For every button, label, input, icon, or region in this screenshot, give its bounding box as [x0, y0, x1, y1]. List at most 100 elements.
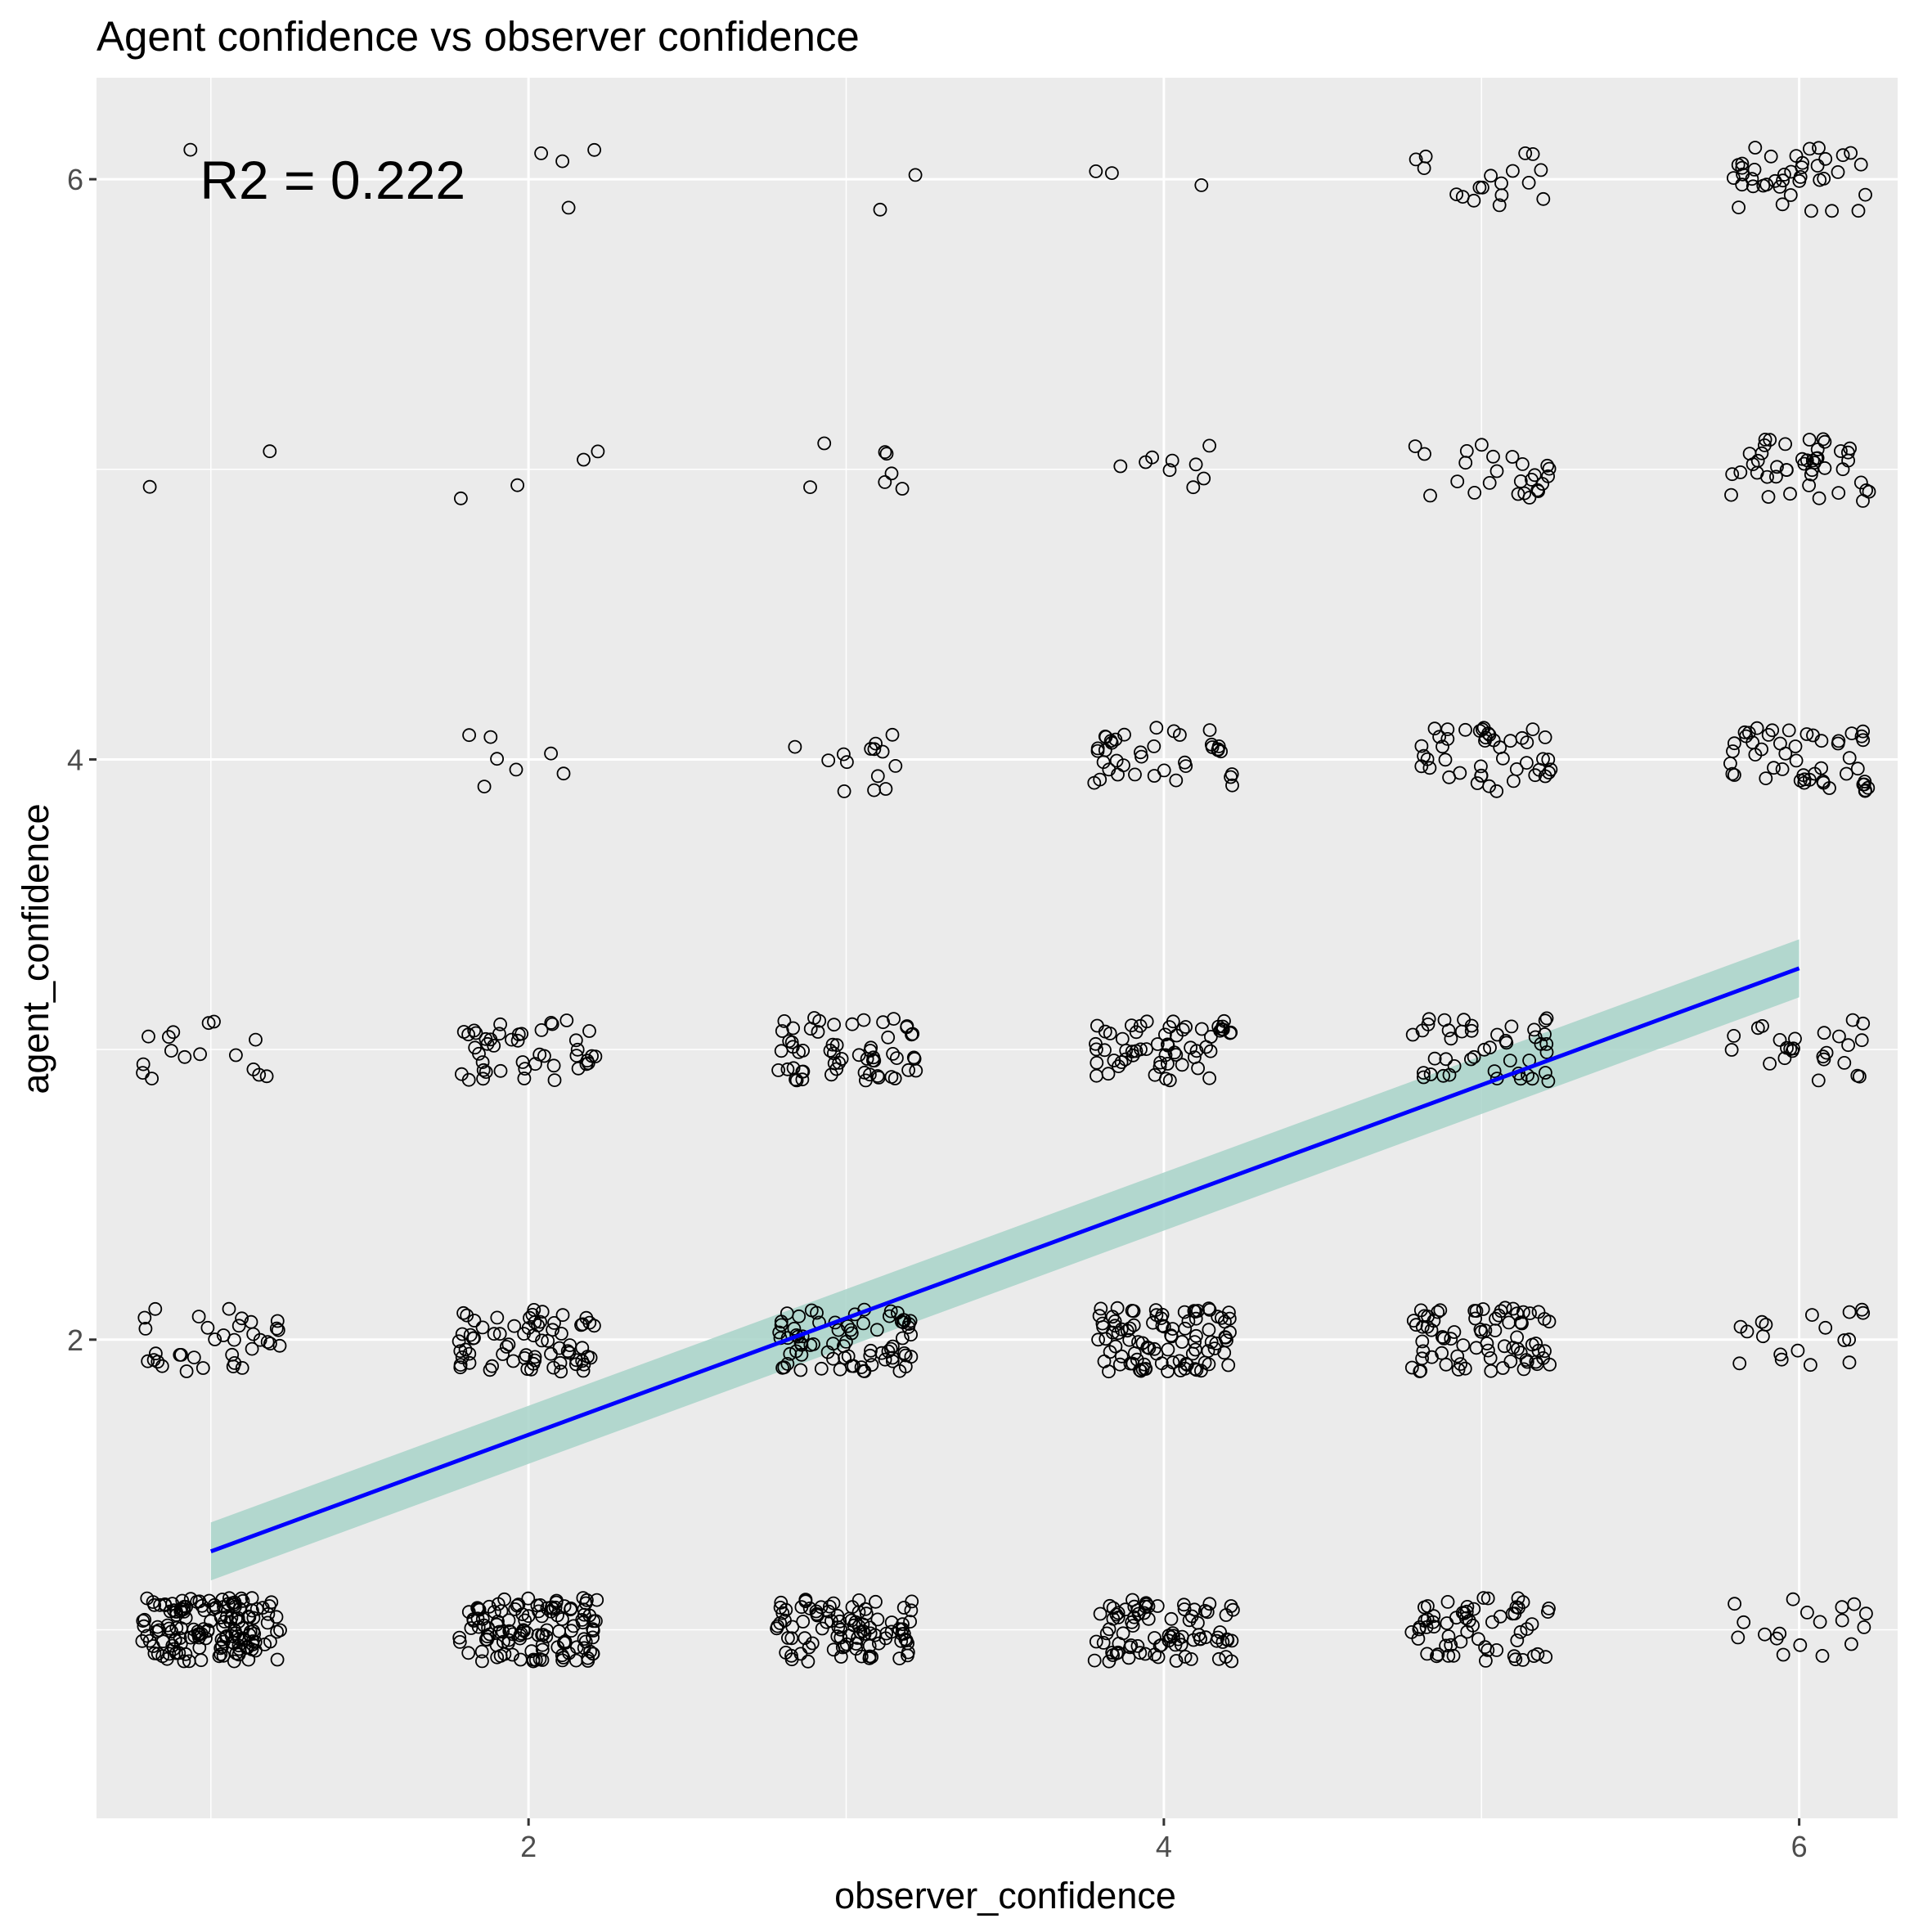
data-point [247, 1627, 262, 1641]
data-point [452, 1635, 467, 1649]
data-point [1724, 487, 1738, 502]
data-point [885, 727, 900, 742]
data-point [204, 1614, 218, 1629]
data-point [1522, 491, 1537, 505]
data-point [493, 1017, 507, 1031]
data-point [1458, 722, 1472, 737]
data-point [200, 1623, 215, 1638]
data-point [1483, 1040, 1497, 1055]
data-point [832, 1056, 847, 1070]
data-point [1758, 433, 1772, 447]
data-point [586, 1622, 600, 1636]
data-point [793, 1647, 808, 1661]
data-point [541, 1333, 555, 1348]
x-tick-label: 4 [1156, 1830, 1172, 1863]
data-point [1126, 1356, 1140, 1371]
data-point [1464, 1018, 1479, 1033]
data-point [229, 1646, 244, 1660]
data-point [1131, 1606, 1146, 1621]
data-point [1858, 187, 1872, 202]
data-point [795, 1072, 810, 1087]
data-point [814, 1361, 829, 1376]
data-point [169, 1605, 183, 1619]
data-point [858, 1602, 873, 1616]
data-point [200, 1320, 215, 1335]
data-point [1492, 1308, 1506, 1323]
data-point [1542, 461, 1557, 476]
data-point [136, 1057, 151, 1072]
data-point [1810, 159, 1825, 173]
data-point [1492, 198, 1507, 213]
data-point [779, 1646, 793, 1660]
data-point [577, 452, 591, 467]
data-point [467, 1314, 482, 1328]
data-point [1087, 775, 1102, 790]
data-point [173, 1348, 187, 1362]
data-point [273, 1623, 287, 1638]
y-tick-label: 2 [67, 1323, 83, 1357]
data-point [1510, 1633, 1525, 1647]
data-point [1523, 1306, 1537, 1320]
data-point [1438, 753, 1453, 767]
data-point [870, 769, 885, 784]
data-point [235, 1361, 249, 1375]
data-point [823, 1044, 838, 1058]
data-point [794, 1337, 809, 1352]
data-point [483, 1032, 498, 1047]
data-point [1842, 751, 1857, 765]
data-point [1795, 155, 1810, 170]
data-point [1105, 1310, 1120, 1324]
data-point [1202, 1597, 1217, 1611]
data-point [1181, 1314, 1196, 1328]
data-point [1804, 467, 1818, 482]
data-point [1462, 1614, 1476, 1628]
data-point [1790, 1343, 1805, 1358]
data-point [1188, 457, 1203, 472]
data-point [222, 1301, 236, 1316]
data-point [1776, 1647, 1790, 1662]
data-point [1841, 1038, 1856, 1053]
data-point [272, 1338, 287, 1353]
data-point [1740, 1324, 1755, 1339]
data-point [537, 1049, 551, 1063]
data-point [1778, 437, 1793, 452]
data-point [1155, 1319, 1170, 1333]
data-point [833, 1614, 847, 1629]
data-point [1440, 722, 1455, 736]
data-point [1197, 471, 1211, 486]
data-point [1471, 1632, 1485, 1647]
data-point [1148, 1631, 1161, 1645]
data-point [1817, 1026, 1831, 1040]
data-point [1113, 459, 1128, 474]
data-point [1844, 1637, 1858, 1651]
data-point [886, 1354, 900, 1368]
data-point [1453, 1634, 1468, 1649]
data-point [1516, 1653, 1530, 1667]
data-point [826, 1337, 840, 1351]
data-point [1097, 1355, 1112, 1368]
data-point [1099, 1332, 1113, 1346]
data-point [1408, 439, 1422, 453]
data-point [1130, 1352, 1144, 1367]
data-point [1538, 1027, 1552, 1041]
data-point [1435, 1346, 1449, 1360]
data-point [544, 1604, 558, 1619]
data-point [1147, 1341, 1161, 1356]
data-point [1813, 1615, 1827, 1629]
data-point [1818, 1320, 1833, 1335]
data-point [493, 1063, 508, 1078]
data-point [1431, 1305, 1445, 1319]
data-point [784, 1035, 799, 1049]
data-point [1163, 1629, 1178, 1644]
data-point [1476, 722, 1489, 737]
data-point [472, 1602, 487, 1617]
data-point [1138, 1362, 1152, 1376]
data-point [1189, 1328, 1203, 1343]
data-point [1814, 734, 1829, 748]
data-point [1802, 142, 1817, 156]
data-point [479, 1031, 493, 1046]
data-point [455, 1327, 470, 1341]
data-point [160, 1651, 174, 1666]
data-point [1797, 775, 1812, 790]
